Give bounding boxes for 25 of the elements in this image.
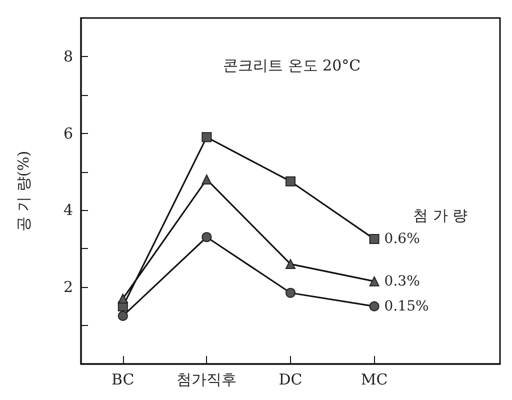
series-label: 0.6% [384,231,420,248]
x-tick-label: DC [278,370,302,388]
point [202,232,212,242]
annotation: 콘크리트 온도 20°C [223,56,361,74]
y-tick-label: 8 [63,47,73,66]
x-tick-label: MC [360,370,388,388]
point [286,288,296,298]
point [369,276,380,286]
point [286,259,296,270]
y-tick-label: 2 [63,278,73,296]
y-axis-title: 공 기 량(%) [14,150,32,232]
y-tick-label: 6 [63,124,73,142]
point [286,176,296,186]
point [202,132,212,142]
y-tick-label: 4 [63,201,73,220]
x-tick-label: BC [112,370,134,388]
point [118,310,128,321]
series-label: 0.3% [384,273,420,290]
point [369,301,380,312]
series-label: 0.15% [384,298,429,314]
point [202,174,212,184]
legend-title: 첨 가 량 [413,206,468,224]
point [118,294,128,304]
point [369,234,380,244]
x-tick-label: 첨가직후 [176,370,237,388]
